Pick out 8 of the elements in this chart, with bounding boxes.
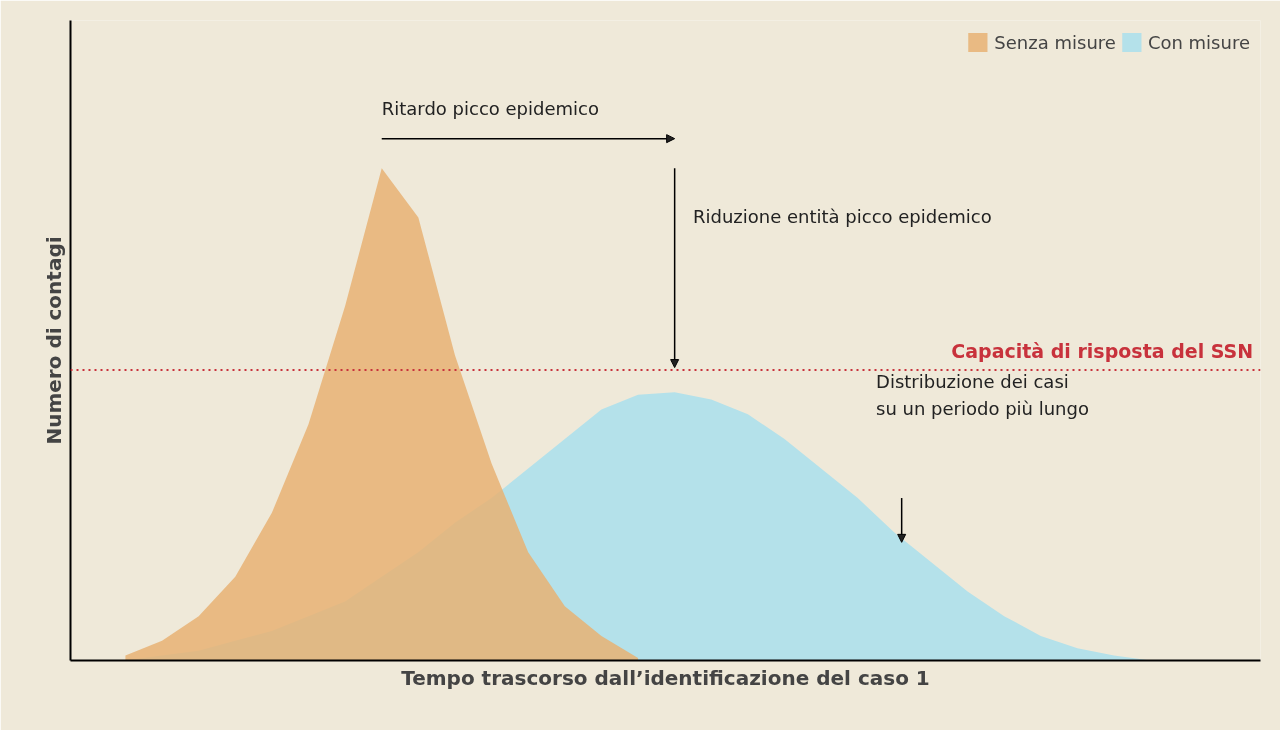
text: Ritardo picco epidemico: [381, 97, 599, 119]
x-axis-title: Tempo trascorso dall’identificazione del caso 1: [401, 665, 930, 690]
ref-line-label: Capacità di risposta del SSN: [951, 340, 1254, 363]
annotation: Riduzione entità picco epidemico: [692, 206, 992, 228]
legend-label: Senza misure: [994, 31, 1116, 53]
y-axis-title: Numero di contagi: [41, 236, 66, 445]
annotation: Distribuzione dei casi su un periodo più lungo: [876, 370, 1089, 420]
legend-label: Con misure: [1147, 31, 1250, 53]
